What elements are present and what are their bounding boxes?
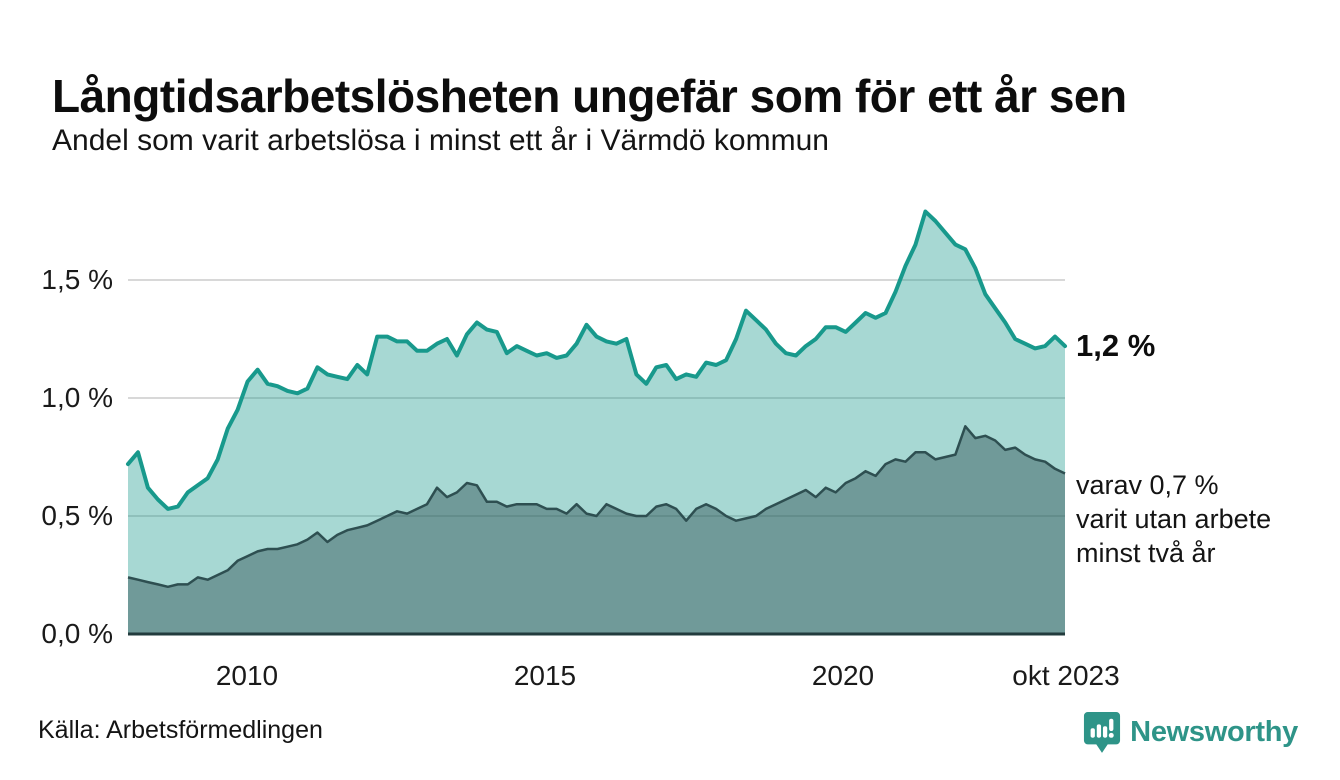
annotation-two-year-line3: minst två år — [1076, 538, 1216, 568]
chart-subtitle: Andel som varit arbetslösa i minst ett å… — [52, 124, 829, 157]
x-axis-tick-2015: 2015 — [513, 660, 577, 691]
x-axis-tick-2020: 2020 — [811, 660, 875, 691]
newsworthy-chart-bubble-icon — [1084, 712, 1121, 753]
x-axis-tick-2010: 2010 — [215, 660, 279, 691]
annotation-two-year-value: varav 0,7 % varit utan arbete minst två … — [1076, 468, 1271, 570]
y-axis-tick-0-5: 0,5 % — [41, 500, 113, 531]
x-axis-tick-okt-2023: okt 2023 — [1012, 660, 1120, 691]
source-credit: Källa: Arbetsförmedlingen — [38, 716, 323, 744]
y-axis-tick-1-0: 1,0 % — [41, 382, 113, 413]
newsworthy-wordmark: Newsworthy — [1130, 715, 1298, 748]
annotation-latest-total-value: 1,2 % — [1076, 328, 1156, 363]
newsworthy-logo: Newsworthy — [1083, 710, 1298, 754]
page-title: Långtidsarbetslösheten ungefär som för e… — [52, 69, 1127, 122]
y-axis-tick-0-0: 0,0 % — [41, 618, 113, 649]
annotation-two-year-line2: varit utan arbete — [1076, 504, 1272, 534]
annotation-two-year-line1: varav 0,7 % — [1076, 470, 1219, 500]
y-axis-tick-1-5: 1,5 % — [41, 264, 113, 295]
